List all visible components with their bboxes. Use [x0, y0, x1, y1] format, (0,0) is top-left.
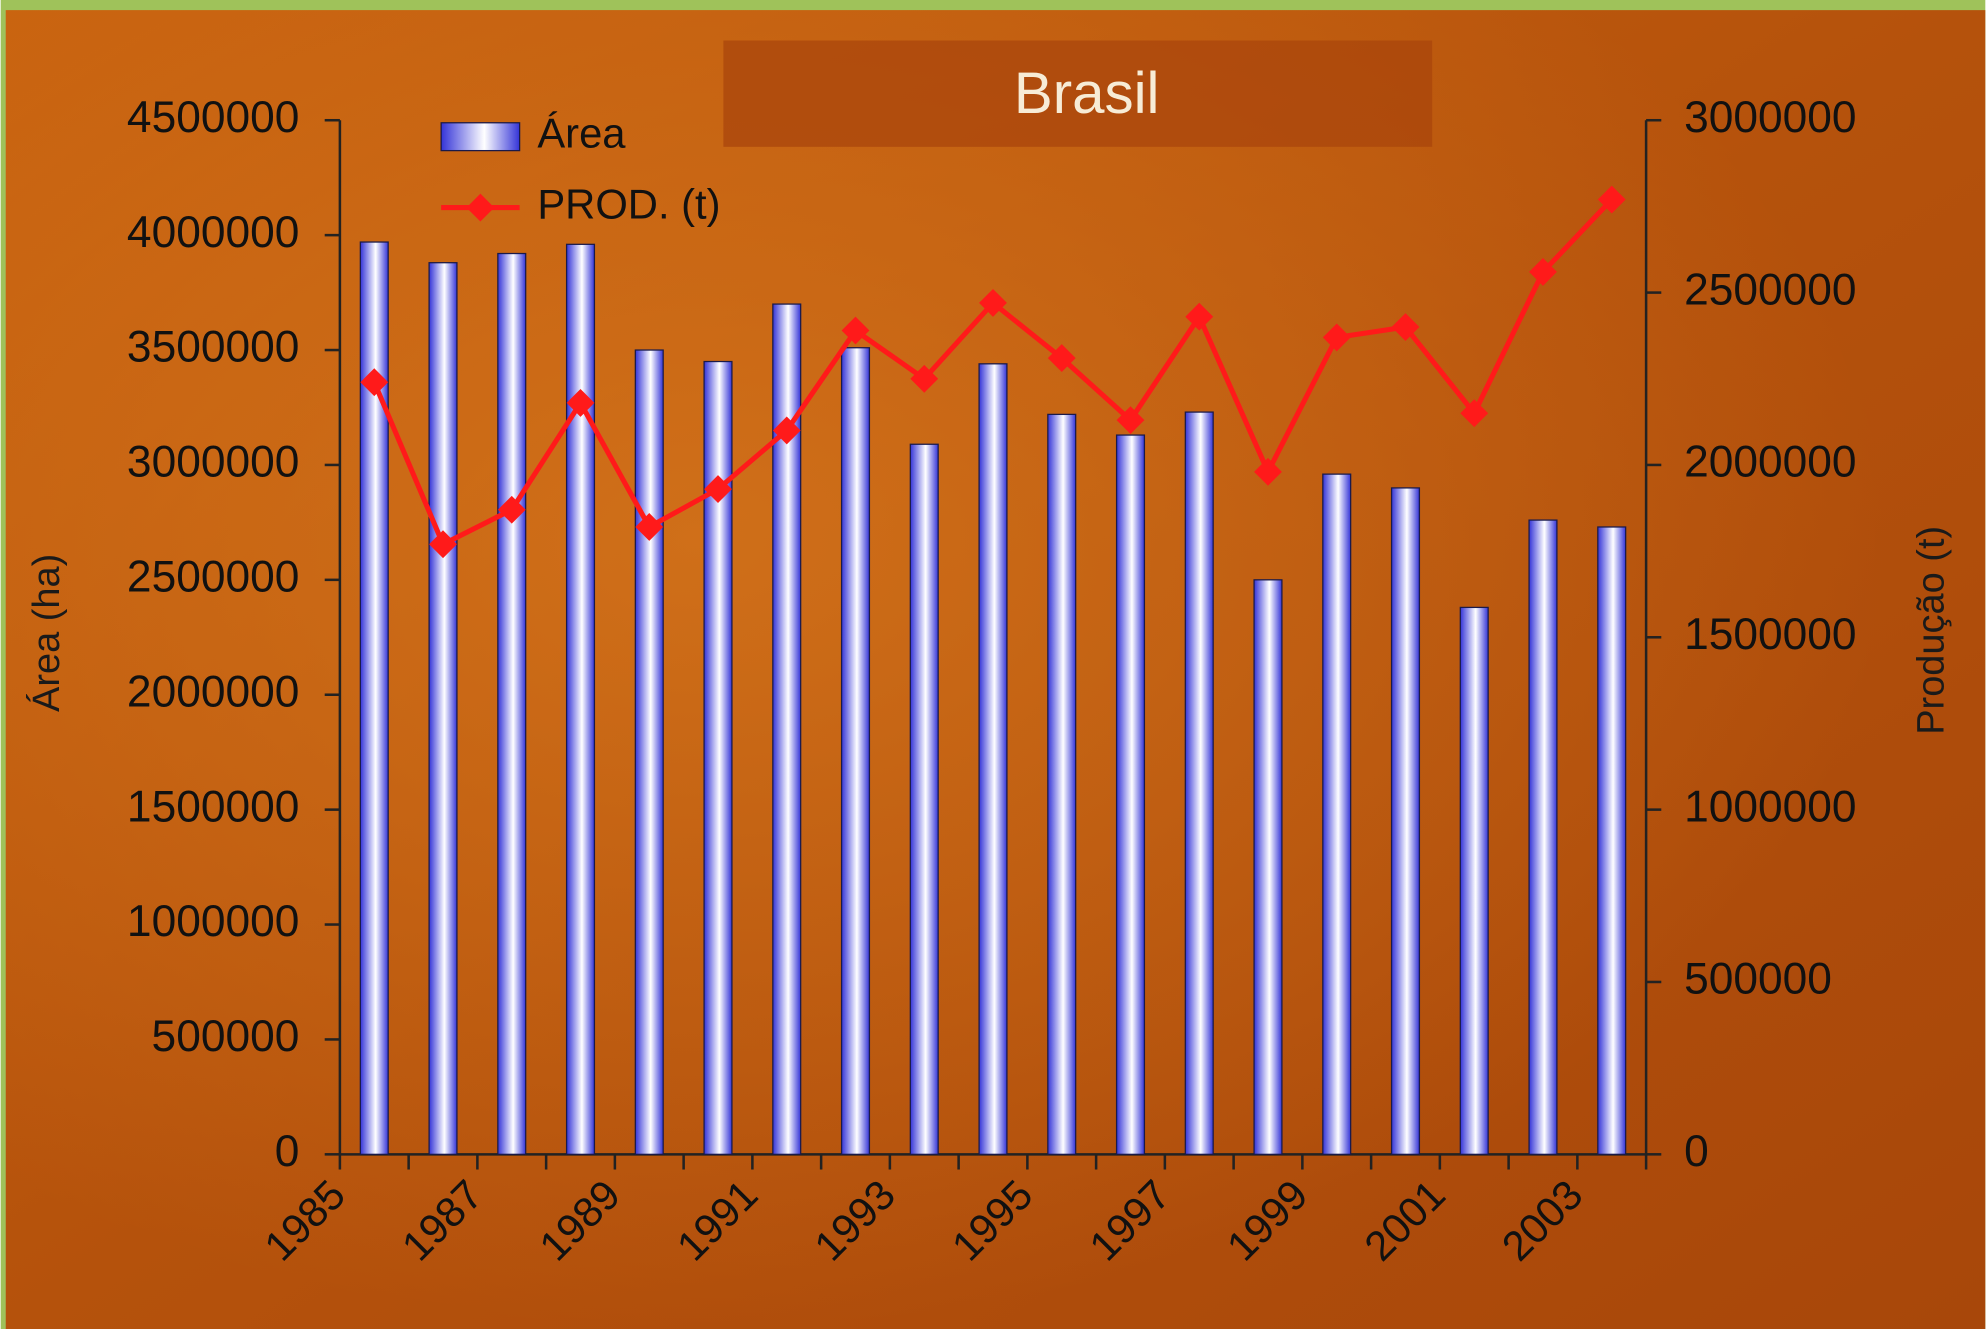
chart-title: Brasil [1014, 61, 1160, 126]
y2-tick-label: 2000000 [1684, 438, 1856, 487]
line-marker [1254, 457, 1282, 486]
bar [1528, 519, 1558, 1155]
bar [634, 349, 664, 1155]
y-tick-label: 2500000 [127, 553, 299, 602]
y2-tick-label: 3000000 [1684, 93, 1856, 142]
bar [497, 252, 527, 1155]
y-tick-label: 500000 [152, 1012, 300, 1061]
line-marker [566, 388, 595, 417]
line-marker [1529, 257, 1557, 286]
bar [1115, 434, 1146, 1155]
y-axis-title: Área (ha) [25, 554, 68, 712]
y-tick-label: 4500000 [127, 93, 299, 142]
y-tick-label: 2000000 [127, 667, 299, 716]
y2-tick-label: 1500000 [1684, 610, 1856, 659]
bar [565, 243, 596, 1155]
line-marker [1460, 399, 1489, 428]
line-marker [704, 475, 732, 503]
y2-tick-label: 500000 [1684, 955, 1832, 1004]
line-marker [1047, 344, 1076, 373]
y2-tick-label: 0 [1684, 1127, 1709, 1176]
line-marker [1597, 185, 1626, 214]
title-box [723, 40, 1433, 147]
legend-swatch [440, 122, 521, 152]
bar [840, 347, 871, 1155]
legend-marker [466, 193, 495, 222]
y2-tick-label: 2500000 [1684, 265, 1856, 314]
bar [1047, 413, 1077, 1155]
line-marker [360, 368, 389, 397]
y-tick-label: 3000000 [127, 438, 299, 487]
line-marker [1116, 406, 1145, 435]
bar [1597, 526, 1627, 1155]
bar [1184, 411, 1214, 1155]
y-tick-label: 4000000 [127, 208, 299, 257]
y2-axis-title: Produção (t) [1910, 526, 1952, 735]
bar [1390, 487, 1421, 1155]
bar [978, 363, 1008, 1155]
line-marker [910, 364, 939, 393]
bar [909, 443, 939, 1155]
y-tick-label: 1000000 [127, 897, 299, 946]
y2-tick-label: 1000000 [1684, 782, 1856, 831]
line-marker [772, 416, 801, 445]
line-marker [1322, 323, 1351, 352]
y-tick-label: 0 [275, 1127, 300, 1176]
line-marker [841, 316, 870, 345]
line-marker [635, 513, 664, 541]
bar [1253, 579, 1283, 1155]
bar [772, 303, 802, 1155]
legend-label: PROD. (t) [537, 181, 720, 228]
bar [428, 262, 458, 1155]
y-tick-label: 3500000 [127, 323, 299, 372]
bar [1459, 606, 1489, 1155]
line-marker [429, 530, 457, 559]
bar [1322, 473, 1352, 1155]
y-tick-label: 1500000 [127, 782, 299, 831]
legend-label: Área [537, 110, 626, 157]
